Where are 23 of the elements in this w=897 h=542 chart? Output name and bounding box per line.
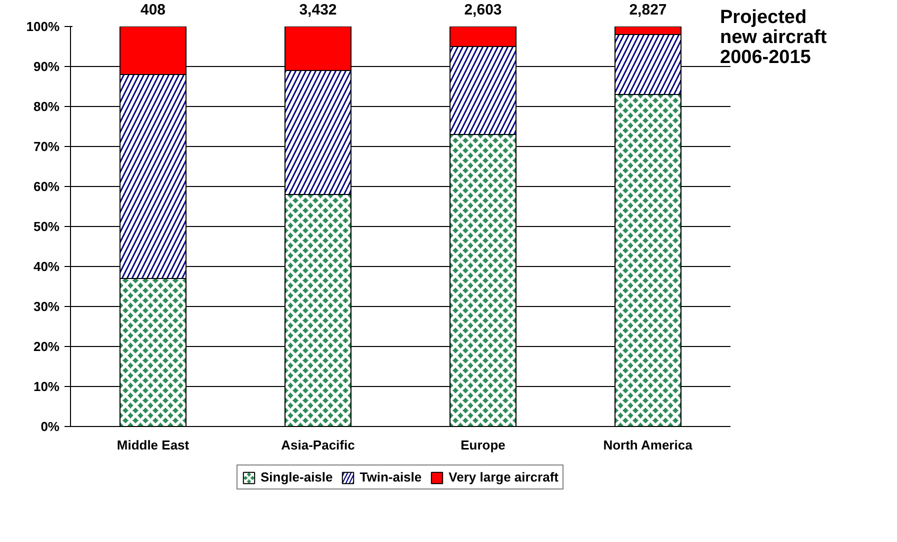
annotation: Projected new aircraft 2006-2015 (720, 7, 827, 68)
y-tick-label: 20% (33, 339, 60, 354)
y-tick-label: 80% (33, 99, 60, 114)
y-tick-label: 100% (26, 19, 60, 34)
legend-label: Twin-aisle (360, 470, 422, 484)
y-tick-label: 50% (33, 219, 60, 234)
legend-label: Very large aircraft (448, 470, 558, 484)
y-tick-label: 10% (33, 379, 60, 394)
x-tick-label: Middle East (116, 438, 190, 452)
annotation: 3,432 (299, 2, 337, 18)
y-tick-label: 70% (33, 139, 60, 154)
annotation: 408 (140, 2, 166, 18)
x-tick-label: Europe (460, 438, 506, 452)
annotation: 2,827 (629, 2, 667, 18)
y-tick-label: 30% (33, 299, 60, 314)
y-tick-label: 0% (40, 419, 60, 434)
y-tick-label: 40% (33, 259, 60, 274)
y-tick-label: 60% (33, 179, 60, 194)
y-tick-label: 90% (33, 59, 60, 74)
legend-label: Single-aisle (260, 470, 333, 484)
annotation: 2,603 (464, 2, 502, 18)
x-tick-label: Asia-Pacific (281, 438, 355, 452)
x-tick-label: North America (603, 438, 694, 452)
